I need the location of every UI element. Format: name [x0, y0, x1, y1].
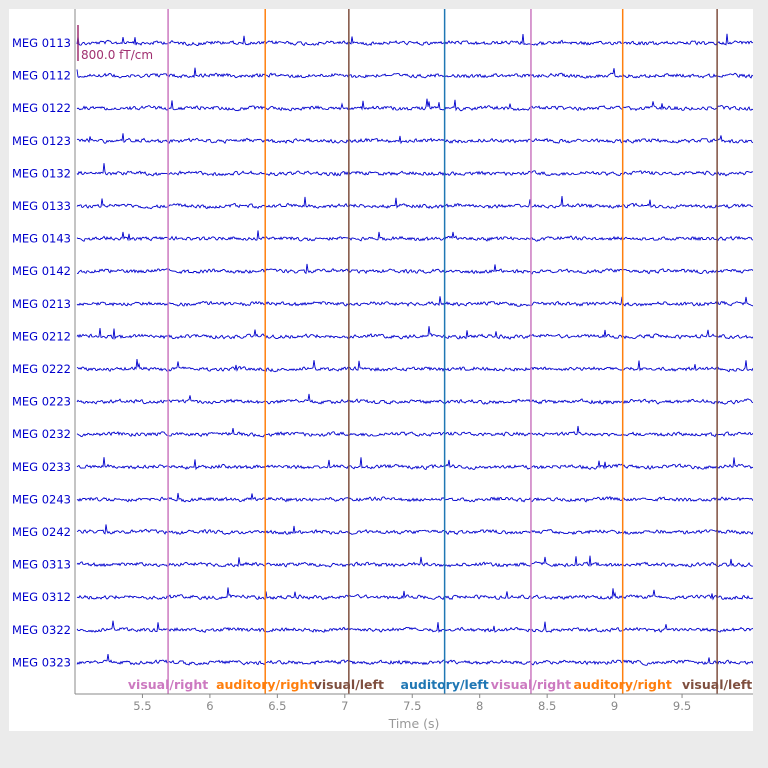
x-tick-label: 6.5 [268, 699, 286, 713]
x-tick-label: 7.5 [403, 699, 421, 713]
trace-meg-0123 [76, 133, 753, 145]
channel-label: MEG 0213 [12, 297, 71, 311]
trace-meg-0323 [76, 654, 753, 666]
channel-label: MEG 0323 [12, 655, 71, 669]
channel-label: MEG 0223 [12, 395, 71, 409]
event-label: auditory/right [216, 677, 314, 692]
channel-traces [76, 33, 753, 666]
channel-label: MEG 0112 [12, 69, 71, 83]
trace-meg-0233 [76, 457, 753, 471]
x-tick-label: 6 [206, 699, 213, 713]
channel-label: MEG 0233 [12, 460, 71, 474]
event-markers [167, 9, 718, 694]
channel-label: MEG 0232 [12, 427, 71, 441]
channel-label: MEG 0142 [12, 264, 71, 278]
trace-meg-0222 [76, 358, 753, 373]
event-label: visual/left [314, 677, 384, 692]
channel-labels: MEG 0113 MEG 0112 MEG 0122 MEG 0123 MEG 0132… [12, 36, 71, 669]
channel-label: MEG 0313 [12, 558, 71, 572]
channel-label: MEG 0243 [12, 492, 71, 506]
x-tick-label: 9 [611, 699, 618, 713]
trace-meg-0213 [76, 296, 753, 307]
trace-meg-0143 [76, 230, 753, 242]
event-label: visual/right [491, 677, 571, 692]
event-label: auditory/left [401, 677, 489, 692]
trace-meg-0133 [76, 195, 753, 210]
x-tick-label: 8.5 [538, 699, 556, 713]
scale-bar-group: 800.0 fT/cm [77, 25, 153, 62]
axes [74, 9, 753, 695]
x-tick-label: 7 [341, 699, 348, 713]
channel-label: MEG 0322 [12, 623, 71, 637]
trace-meg-0132 [76, 163, 753, 177]
x-tick-label: 9.5 [673, 699, 691, 713]
event-label: visual/left [682, 677, 752, 692]
channel-label: MEG 0122 [12, 101, 71, 115]
trace-meg-0243 [76, 492, 753, 503]
x-axis-label: Time (s) [388, 716, 440, 731]
x-ticks: 5.5 6 6.5 7 7.5 8 8.5 9 9.5 [133, 694, 691, 713]
event-labels: visual/right auditory/right visual/left aud… [128, 677, 752, 692]
trace-meg-0322 [76, 620, 753, 634]
event-label: visual/right [128, 677, 208, 692]
trace-meg-0223 [76, 393, 753, 405]
channel-label: MEG 0312 [12, 590, 71, 604]
trace-meg-0142 [76, 263, 753, 275]
channel-label: MEG 0212 [12, 329, 71, 343]
channel-label: MEG 0123 [12, 134, 71, 148]
trace-meg-0313 [76, 555, 753, 568]
event-label: auditory/right [574, 677, 672, 692]
channel-label: MEG 0143 [12, 232, 71, 246]
channel-label: MEG 0133 [12, 199, 71, 213]
trace-meg-0232 [76, 425, 753, 438]
x-tick-label: 5.5 [133, 699, 151, 713]
channel-label: MEG 0113 [12, 36, 71, 50]
trace-meg-0112 [76, 67, 753, 79]
channel-label: MEG 0132 [12, 166, 71, 180]
trace-meg-0113 [76, 33, 753, 47]
x-tick-label: 8 [476, 699, 483, 713]
raw-data-browser-chart: MEG 0113 MEG 0112 MEG 0122 MEG 0123 MEG 0132… [12, 9, 753, 731]
trace-meg-0242 [76, 524, 753, 536]
plot-panel: MEG 0113 MEG 0112 MEG 0122 MEG 0123 MEG 0132… [9, 9, 753, 731]
trace-meg-0212 [76, 326, 753, 340]
channel-label: MEG 0222 [12, 362, 71, 376]
trace-meg-0312 [76, 587, 753, 601]
channel-label: MEG 0242 [12, 525, 71, 539]
scale-bar-label: 800.0 fT/cm [81, 48, 153, 62]
trace-meg-0122 [76, 98, 753, 112]
